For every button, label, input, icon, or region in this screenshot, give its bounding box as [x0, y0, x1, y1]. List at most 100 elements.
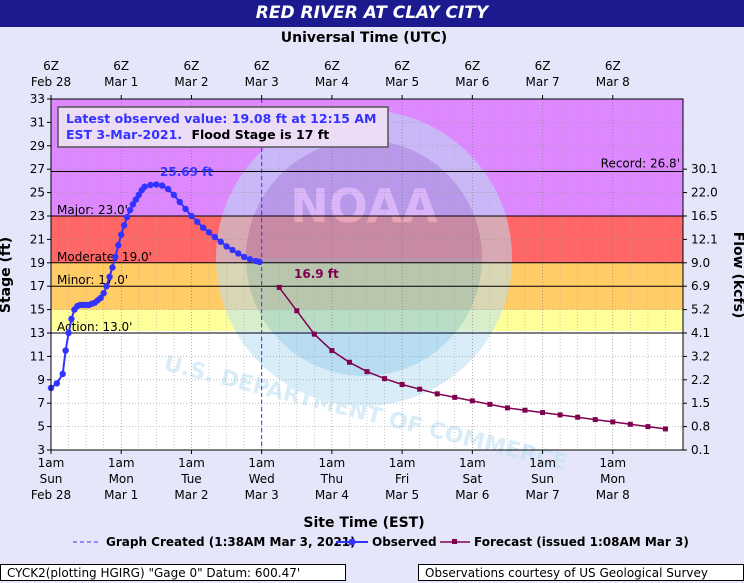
y-tick-label: 17	[30, 279, 45, 293]
forecast-start-label: 16.9 ft	[294, 267, 339, 281]
x-tick-label: 1am	[108, 456, 135, 470]
observed-point	[112, 253, 119, 261]
forecast-point	[487, 401, 493, 407]
top-tick-label: 6Z	[535, 59, 551, 73]
y-tick-label: 29	[30, 139, 45, 153]
observed-point	[147, 181, 154, 189]
forecast-point	[540, 410, 546, 416]
top-tick-label: 6Z	[324, 59, 340, 73]
top-tick-label: 6Z	[394, 59, 410, 73]
y-tick-label: 19	[30, 256, 45, 270]
top-tick-label: Mar 2	[174, 75, 208, 89]
forecast-series-points	[276, 284, 668, 432]
x-tick-label: Mar 8	[596, 488, 630, 502]
observed-point	[109, 264, 116, 271]
info-line-2a: EST 3-Mar-2021.	[66, 127, 182, 142]
x-tick-label: Mar 6	[455, 488, 489, 502]
forecast-point	[627, 421, 633, 427]
top-tick-label: Mar 1	[104, 75, 138, 89]
top-tick-label: 6Z	[184, 59, 200, 73]
y2-tick-label: 2.2	[691, 373, 710, 387]
y2-tick-label: 12.1	[691, 232, 718, 246]
forecast-point	[294, 308, 300, 314]
y2-tick-label: 9.0	[691, 256, 710, 270]
top-tick-label: 6Z	[605, 59, 621, 73]
peak-label: 25.69 ft	[160, 165, 213, 179]
watermark-noaa-text: NOAA	[290, 179, 438, 233]
observed-point	[132, 196, 140, 203]
observed-point	[126, 206, 134, 214]
info-line-2b: Flood Stage is 17 ft	[191, 127, 329, 142]
observed-point	[118, 231, 125, 238]
x-tick-label: 1am	[389, 456, 416, 470]
observed-point	[129, 201, 137, 208]
observed-point	[199, 224, 207, 231]
observed-point	[103, 283, 110, 290]
observed-point	[256, 258, 263, 266]
top-tick-label: Mar 8	[596, 75, 630, 89]
y-tick-label: 31	[30, 115, 45, 129]
y-tick-label: 3	[37, 443, 45, 457]
flood-line-label: Minor: 17.0'	[57, 273, 128, 287]
top-tick-label: Mar 6	[455, 75, 489, 89]
observed-point	[135, 191, 142, 199]
x-tick-label: Mar 3	[245, 488, 279, 502]
forecast-point	[382, 376, 388, 382]
x-tick-label: 1am	[319, 456, 346, 470]
flood-line-label: Action: 13.0'	[57, 320, 132, 334]
y-tick-label: 23	[30, 209, 45, 223]
observed-point	[188, 212, 195, 220]
x-tick-label: Mar 4	[315, 488, 349, 502]
observed-point	[194, 218, 201, 226]
x-tick-label: Mar 5	[385, 488, 419, 502]
forecast-point	[399, 381, 405, 387]
y2-tick-label: 0.8	[691, 420, 710, 434]
forecast-point	[610, 419, 616, 425]
x-tick-label: Sat	[462, 472, 482, 486]
y-tick-label: 33	[30, 92, 45, 106]
y-tick-label: 7	[37, 396, 45, 410]
observed-point	[59, 370, 66, 378]
info-line-1: Latest observed value: 19.08 ft at 12:15…	[66, 111, 376, 126]
usgs-credit: Observations courtesy of US Geological S…	[418, 564, 744, 581]
observed-point	[115, 242, 122, 249]
observed-point	[120, 222, 128, 229]
flood-line-label: Moderate: 19.0'	[57, 250, 152, 264]
observed-point	[170, 191, 178, 199]
observed-point	[246, 256, 254, 263]
observed-point	[97, 294, 104, 302]
y2-axis-title: Flow (kcfs)	[730, 232, 744, 319]
forecast-point	[276, 284, 282, 290]
x-tick-label: 1am	[459, 456, 486, 470]
observed-point	[53, 380, 61, 387]
forecast-point	[662, 426, 668, 432]
x-tick-label: Mon	[600, 472, 625, 486]
x-tick-label: Feb 28	[31, 488, 71, 502]
observed-point	[123, 213, 131, 221]
observed-point	[62, 347, 69, 354]
observed-point	[100, 290, 107, 297]
observed-point	[240, 253, 248, 261]
x-tick-label: Mar 1	[104, 488, 138, 502]
bottom-axis-title: Site Time (EST)	[303, 515, 424, 531]
top-tick-label: Mar 4	[315, 75, 349, 89]
forecast-point	[645, 424, 651, 430]
x-tick-label: Fri	[395, 472, 409, 486]
observed-point	[164, 185, 172, 193]
observed-point	[182, 205, 189, 213]
forecast-point	[346, 359, 352, 365]
y-tick-label: 13	[30, 326, 45, 340]
y-tick-label: 25	[30, 186, 45, 200]
y2-tick-label: 1.5	[691, 396, 710, 410]
observed-point	[65, 329, 72, 337]
forecast-point	[557, 412, 563, 418]
y2-tick-label: 4.1	[691, 326, 710, 340]
forecast-point	[592, 417, 598, 423]
observed-point	[205, 229, 213, 236]
observed-point	[229, 246, 236, 254]
y-tick-label: 21	[30, 232, 45, 246]
y-tick-label: 11	[30, 349, 45, 363]
legend-created: Graph Created (1:38AM Mar 3, 2021)	[106, 535, 356, 549]
observed-point	[141, 183, 148, 190]
observed-point	[211, 233, 219, 241]
